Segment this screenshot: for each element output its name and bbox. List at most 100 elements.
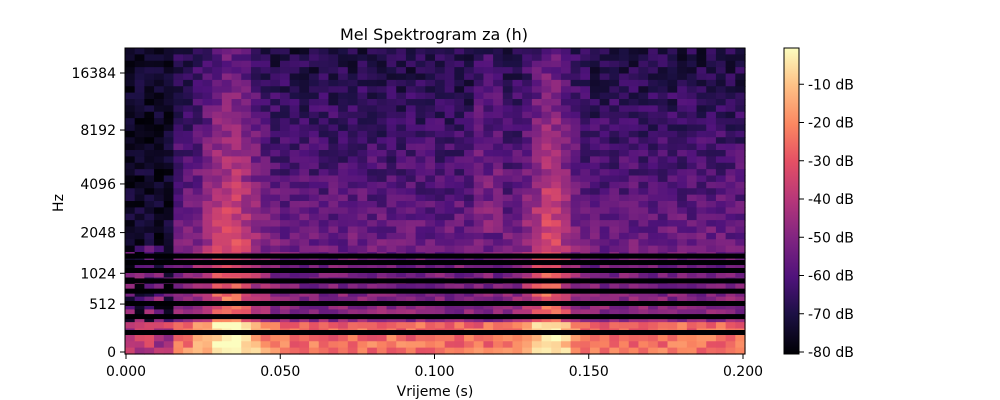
heatmap-cell: [183, 92, 194, 100]
heatmap-cell: [250, 213, 262, 221]
heatmap-cell: [202, 105, 213, 113]
heatmap-cell: [648, 201, 659, 208]
heatmap-cell: [725, 150, 736, 157]
heatmap-cell: [338, 303, 349, 310]
heatmap-cell: [454, 175, 465, 183]
heatmap-cell: [192, 309, 204, 317]
heatmap-cell: [289, 201, 300, 208]
heatmap-cell: [212, 99, 223, 106]
heatmap-cell: [241, 181, 252, 189]
heatmap-cell: [163, 162, 175, 170]
heatmap-cell: [580, 79, 591, 87]
heatmap-cell: [686, 137, 698, 145]
heatmap-cell: [192, 73, 204, 81]
heatmap-cell: [483, 283, 494, 291]
heatmap-cell: [405, 124, 417, 132]
heatmap-cell: [396, 48, 407, 55]
heatmap-cell: [619, 207, 630, 215]
heatmap-cell: [706, 118, 717, 126]
heatmap-cell: [560, 67, 572, 75]
heatmap-cell: [493, 220, 504, 228]
heatmap-cell: [415, 99, 426, 106]
heatmap-cell: [648, 130, 659, 138]
heatmap-cell: [560, 137, 572, 145]
heatmap-cell: [212, 315, 223, 323]
heatmap-cell: [318, 245, 330, 253]
heatmap-cell: [493, 207, 504, 215]
heatmap-cell: [396, 118, 407, 126]
heatmap-cell: [531, 79, 543, 87]
heatmap-cell: [221, 296, 233, 304]
heatmap-cell: [338, 124, 349, 132]
heatmap-cell: [454, 124, 465, 132]
heatmap-cell: [493, 169, 504, 177]
heatmap-cell: [405, 162, 417, 170]
heatmap-cell: [125, 99, 136, 106]
heatmap-cell: [386, 156, 397, 164]
heatmap-cell: [192, 290, 204, 298]
heatmap-cell: [706, 220, 717, 228]
heatmap-cell: [628, 162, 640, 170]
heatmap-cell: [183, 143, 194, 151]
heatmap-cell: [706, 79, 717, 87]
heatmap-cell: [522, 207, 533, 215]
heatmap-cell: [144, 79, 155, 87]
heatmap-cell: [221, 226, 233, 234]
heatmap-cell: [318, 226, 330, 234]
heatmap-cell: [415, 169, 426, 177]
heatmap-cell: [512, 245, 523, 253]
heatmap-cell: [221, 188, 233, 196]
heatmap-cell: [444, 124, 455, 132]
heatmap-cell: [512, 322, 523, 330]
heatmap-cell: [473, 162, 485, 170]
heatmap-cell: [435, 290, 446, 298]
heatmap-cell: [444, 60, 455, 68]
heatmap-cell: [192, 137, 204, 145]
heatmap-cell: [667, 226, 678, 234]
heatmap-cell: [657, 347, 669, 355]
heatmap-cell: [590, 137, 601, 145]
heatmap-cell: [435, 181, 446, 189]
heatmap-cell: [309, 194, 320, 202]
heatmap-cell: [260, 162, 271, 170]
heatmap-cell: [144, 118, 155, 126]
heatmap-cell: [299, 124, 310, 132]
heatmap-cell: [715, 296, 727, 304]
heatmap-cell: [619, 341, 630, 349]
heatmap-cell: [657, 290, 669, 298]
heatmap-cell: [250, 296, 262, 304]
heatmap-cell: [250, 315, 262, 323]
heatmap-cell: [502, 150, 514, 157]
heatmap-cell: [309, 283, 320, 291]
heatmap-cell: [405, 137, 417, 145]
heatmap-cell: [648, 105, 659, 113]
heatmap-cell: [657, 79, 669, 87]
heatmap-cell: [299, 175, 310, 183]
heatmap-cell: [134, 86, 145, 94]
heatmap-cell: [289, 232, 300, 240]
silent-band: [125, 288, 745, 294]
heatmap-cell: [415, 207, 426, 215]
heatmap-cell: [270, 150, 281, 157]
heatmap-cell: [522, 347, 533, 355]
heatmap-cell: [289, 296, 300, 304]
heatmap-cell: [706, 48, 717, 55]
silent-band: [125, 268, 745, 273]
heatmap-cell: [715, 79, 727, 87]
heatmap-cell: [212, 150, 223, 157]
heatmap-cell: [163, 188, 175, 196]
heatmap-cell: [280, 162, 291, 170]
heatmap-cell: [357, 290, 368, 298]
heatmap-cell: [299, 60, 310, 68]
heatmap-cell: [464, 194, 475, 202]
heatmap-cell: [638, 150, 649, 157]
heatmap-cell: [715, 334, 727, 342]
heatmap-cell: [667, 137, 678, 145]
heatmap-cell: [464, 296, 475, 304]
heatmap-cell: [125, 143, 136, 151]
heatmap-cell: [221, 156, 233, 164]
heatmap-cell: [134, 130, 145, 138]
heatmap-cell: [144, 54, 155, 62]
heatmap-cell: [735, 150, 746, 157]
heatmap-cell: [154, 99, 165, 106]
